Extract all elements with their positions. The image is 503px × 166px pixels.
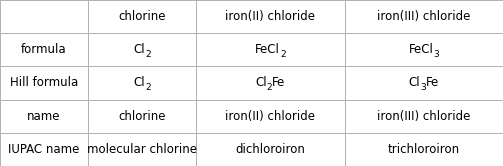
Text: Hill formula: Hill formula: [10, 77, 78, 89]
Text: trichloroiron: trichloroiron: [388, 143, 460, 156]
Text: name: name: [27, 110, 61, 123]
Text: 2: 2: [145, 50, 151, 59]
Text: formula: formula: [21, 43, 67, 56]
Text: iron(III) chloride: iron(III) chloride: [377, 110, 470, 123]
Text: Cl: Cl: [133, 77, 145, 89]
Text: FeCl: FeCl: [255, 43, 280, 56]
Text: Cl: Cl: [408, 77, 420, 89]
Text: Cl: Cl: [255, 77, 267, 89]
Text: Fe: Fe: [426, 77, 439, 89]
Text: 2: 2: [145, 83, 151, 92]
Text: Cl: Cl: [133, 43, 145, 56]
Text: IUPAC name: IUPAC name: [9, 143, 79, 156]
Text: iron(III) chloride: iron(III) chloride: [377, 10, 470, 23]
Text: Fe: Fe: [272, 77, 286, 89]
Text: 3: 3: [420, 83, 426, 92]
Text: FeCl: FeCl: [408, 43, 434, 56]
Text: molecular chlorine: molecular chlorine: [87, 143, 197, 156]
Text: dichloroiron: dichloroiron: [235, 143, 305, 156]
Text: 2: 2: [280, 50, 286, 59]
Text: chlorine: chlorine: [118, 10, 166, 23]
Text: iron(II) chloride: iron(II) chloride: [225, 110, 315, 123]
Text: iron(II) chloride: iron(II) chloride: [225, 10, 315, 23]
Text: 3: 3: [434, 50, 439, 59]
Text: chlorine: chlorine: [118, 110, 166, 123]
Text: 2: 2: [267, 83, 272, 92]
